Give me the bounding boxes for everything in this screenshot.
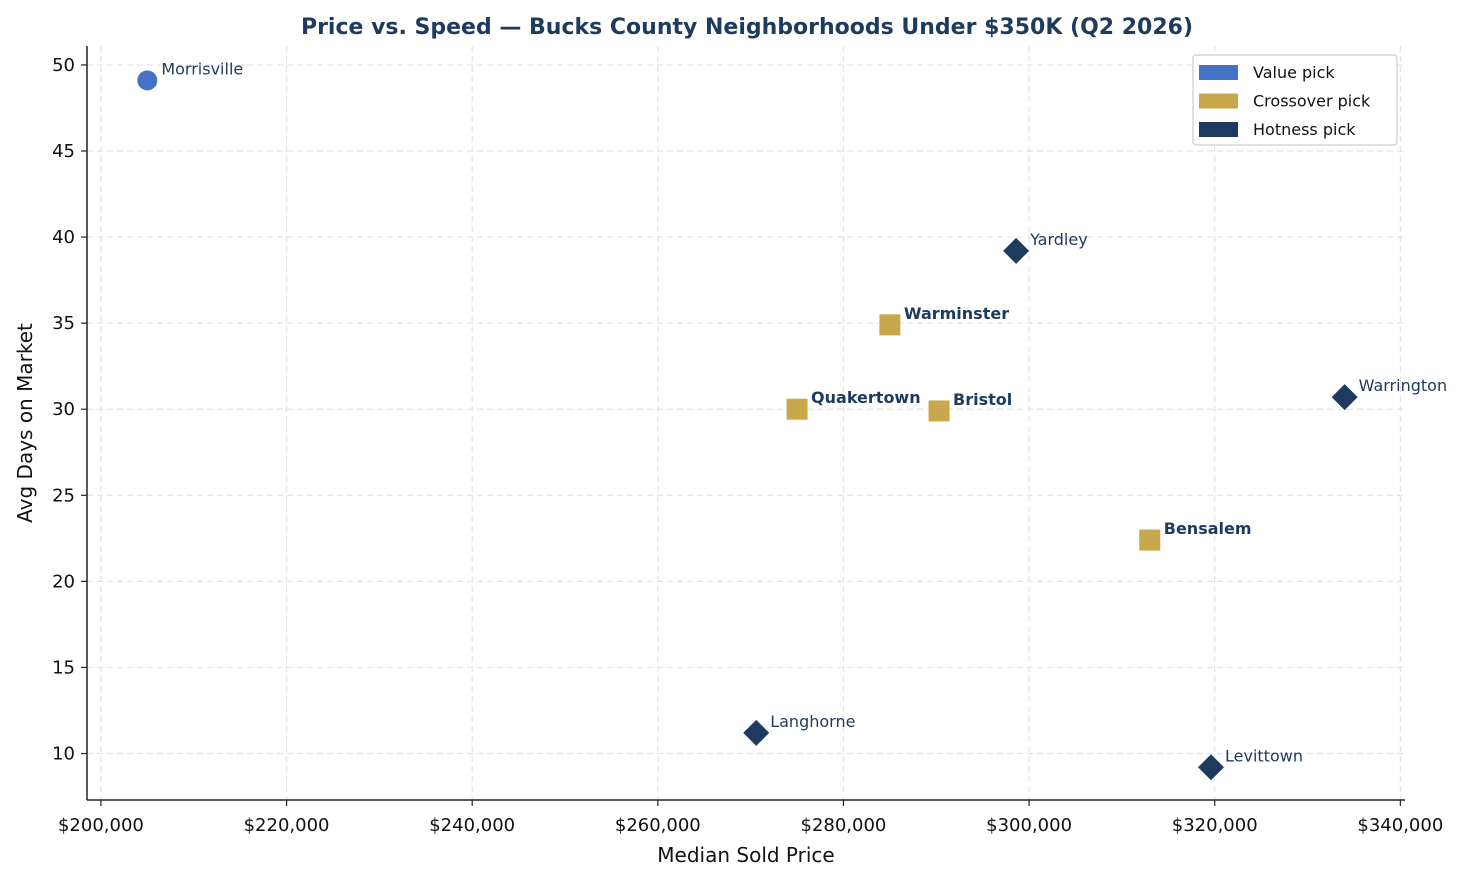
point-label: Quakertown	[811, 388, 921, 407]
point-label: Langhorne	[770, 712, 855, 731]
chart-title: Price vs. Speed — Bucks County Neighborh…	[301, 15, 1193, 40]
legend-label: Hotness pick	[1253, 120, 1356, 139]
x-tick-label: $240,000	[429, 815, 515, 836]
point-label: Bensalem	[1164, 519, 1252, 538]
point-label: Warrington	[1359, 376, 1447, 395]
series-group: Yardley Warrington Langhorne Levittown	[743, 230, 1447, 781]
y-tick-label: 10	[52, 744, 75, 765]
legend-swatch	[1199, 122, 1238, 137]
legend-box	[1192, 54, 1398, 146]
y-tick-label: 45	[52, 141, 75, 162]
x-axis-label: Median Sold Price	[657, 843, 834, 867]
x-tick-label: $320,000	[1172, 815, 1258, 836]
y-tick-label: 30	[52, 399, 75, 420]
x-tick-label: $200,000	[58, 815, 144, 836]
y-tick-label: 40	[52, 227, 75, 248]
point-label: Yardley	[1029, 230, 1088, 249]
data-point	[1139, 529, 1161, 551]
x-tick-label: $220,000	[244, 815, 330, 836]
y-tick-label: 50	[52, 55, 75, 76]
legend-label: Crossover pick	[1253, 92, 1371, 111]
data-point	[879, 314, 901, 336]
data-point	[928, 400, 950, 422]
x-tick-label: $260,000	[615, 815, 701, 836]
legend-swatch	[1199, 65, 1238, 80]
data-points: Morrisville Warminster Quakertown Bristol Be…	[137, 59, 1447, 781]
data-point	[137, 70, 158, 91]
series-group: Warminster Quakertown Bristol Bensalem	[786, 304, 1252, 551]
data-point	[786, 398, 808, 420]
x-axis-ticks: $200,000 $220,000 $240,000 $260,000 $280,000…	[58, 800, 1443, 836]
axes	[86, 46, 1405, 801]
data-point	[1003, 237, 1030, 264]
data-point	[1198, 754, 1225, 781]
point-label: Bristol	[953, 390, 1012, 409]
data-point	[743, 719, 770, 746]
y-axis-label: Avg Days on Market	[13, 323, 37, 523]
data-point	[1331, 384, 1358, 411]
legend-label: Value pick	[1253, 63, 1335, 82]
x-tick-label: $340,000	[1357, 815, 1443, 836]
grid	[87, 46, 1405, 800]
point-label: Warminster	[904, 304, 1009, 323]
x-tick-label: $280,000	[801, 815, 887, 836]
legend: Value pick Crossover pick Hotness pick	[1192, 54, 1398, 146]
y-tick-label: 20	[52, 571, 75, 592]
legend-swatch	[1199, 93, 1238, 109]
y-axis-ticks: 10 15 20 25 30 35 40 45 50	[52, 55, 87, 765]
y-tick-label: 35	[52, 313, 75, 334]
y-tick-label: 25	[52, 485, 75, 506]
y-tick-label: 15	[52, 657, 75, 678]
x-tick-label: $300,000	[986, 815, 1072, 836]
series-group: Morrisville	[137, 59, 243, 91]
point-label: Morrisville	[161, 59, 243, 78]
point-label: Levittown	[1225, 746, 1303, 765]
